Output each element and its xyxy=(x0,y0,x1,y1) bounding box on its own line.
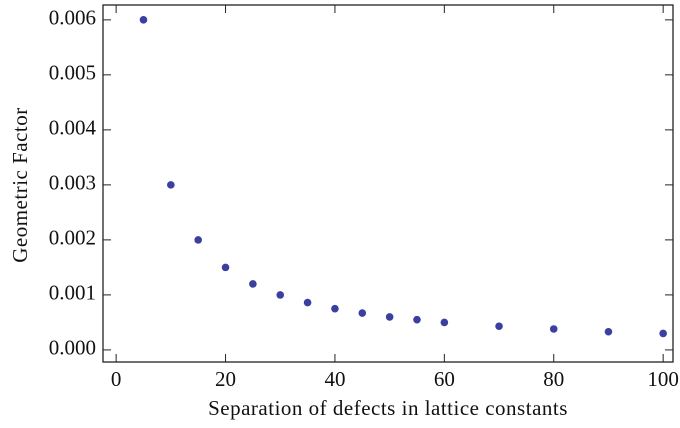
x-tick-label: 40 xyxy=(324,367,345,391)
data-point xyxy=(194,236,202,244)
data-point xyxy=(659,329,667,338)
data-point xyxy=(276,291,285,299)
x-tick-label: 0 xyxy=(111,367,122,391)
x-tick-label: 100 xyxy=(647,367,679,391)
data-point xyxy=(139,16,148,24)
y-tick-label: 0.005 xyxy=(49,61,96,85)
data-point xyxy=(413,315,421,324)
data-point xyxy=(331,304,339,313)
data-point xyxy=(385,313,394,321)
y-tick-label: 0.004 xyxy=(49,116,97,140)
x-tick-label: 80 xyxy=(543,367,564,391)
data-point xyxy=(249,280,257,288)
data-point xyxy=(303,298,312,307)
data-point xyxy=(604,327,613,336)
plot-frame xyxy=(102,4,674,363)
y-tick-label: 0.006 xyxy=(49,6,96,30)
y-tick-label: 0.000 xyxy=(49,336,96,360)
y-tick-label: 0.003 xyxy=(49,171,96,195)
y-axis-title: Geometric Factor xyxy=(8,107,32,263)
data-point xyxy=(167,181,175,189)
x-tick-label: 60 xyxy=(434,367,455,391)
data-point xyxy=(221,263,230,272)
x-axis-title: Separation of defects in lattice constan… xyxy=(208,396,568,420)
data-point xyxy=(440,318,449,327)
data-point xyxy=(495,322,503,331)
x-tick-label: 20 xyxy=(215,367,236,391)
data-point xyxy=(358,309,367,317)
data-point xyxy=(549,325,558,333)
y-tick-label: 0.002 xyxy=(49,226,96,250)
y-tick-label: 0.001 xyxy=(49,281,96,305)
